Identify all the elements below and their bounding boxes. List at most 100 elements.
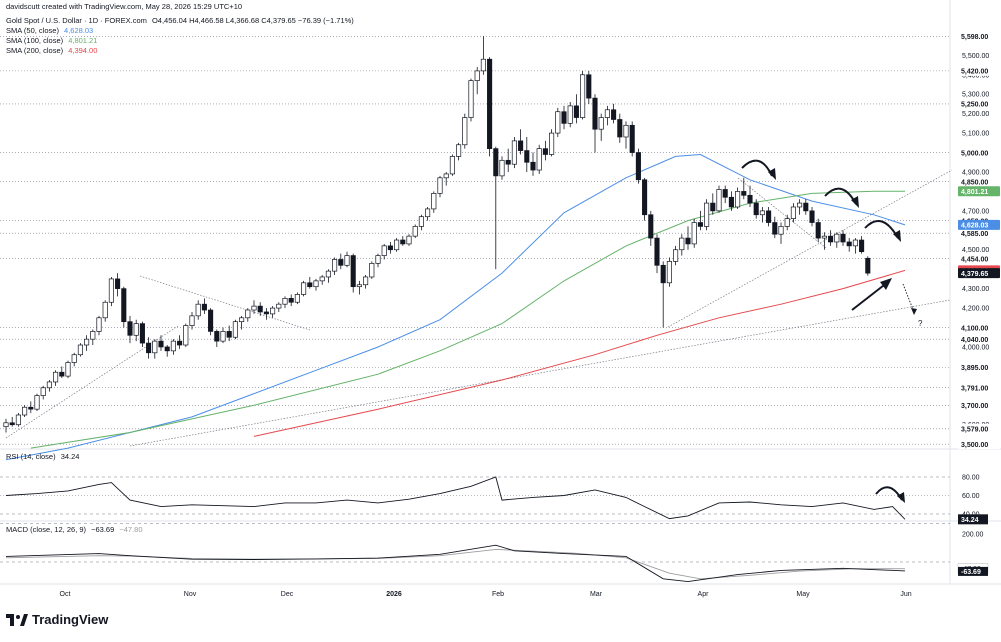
price-label: 4,801.21	[961, 189, 988, 196]
arrow-head	[911, 308, 917, 315]
price-label: 3,500.00	[961, 442, 988, 449]
candle	[90, 331, 96, 340]
candle	[611, 109, 617, 120]
up-arrow-annotation	[851, 281, 889, 311]
sma200-legend[interactable]: SMA (200, close) 4,394.00	[6, 46, 97, 56]
candle	[728, 196, 734, 208]
candle	[40, 387, 46, 396]
candle	[239, 317, 245, 323]
candle	[679, 237, 685, 251]
candle	[747, 194, 753, 204]
rsi-value-box	[958, 514, 988, 525]
macd-legend[interactable]: MACD (close, 12, 26, 9) −63.69 −47.80	[6, 525, 143, 535]
candle	[493, 148, 499, 177]
candle	[325, 270, 331, 278]
macd-value-box	[958, 566, 988, 576]
price-label-box	[958, 382, 1000, 393]
candle	[815, 222, 821, 239]
candle	[449, 156, 455, 175]
candle	[474, 70, 480, 81]
candle	[468, 80, 474, 118]
candle	[437, 177, 443, 194]
candle	[350, 255, 356, 288]
candle	[828, 235, 834, 243]
candle	[15, 414, 21, 426]
price-label-box	[958, 400, 1000, 411]
candle	[307, 282, 313, 288]
candle	[697, 222, 703, 227]
macd-axis-tick: 200.00	[962, 532, 984, 539]
candle	[518, 140, 524, 151]
candle	[431, 193, 437, 210]
candle	[158, 340, 164, 348]
macd-value-label: -63.69	[961, 569, 981, 576]
candle	[555, 111, 561, 134]
candle	[797, 202, 803, 208]
price-label-box	[958, 31, 1000, 42]
candle	[288, 298, 294, 303]
candle	[394, 239, 400, 251]
price-label: 4,585.00	[961, 231, 988, 238]
trendline	[5, 325, 179, 439]
sma200-value: 4,394.00	[68, 46, 98, 55]
rsi-legend[interactable]: RSI (14, close) 34.24	[6, 452, 79, 462]
price-label: 3,791.00	[961, 385, 988, 392]
candle	[654, 237, 660, 266]
candle	[623, 124, 629, 138]
dotted-projection-arrow	[902, 283, 915, 313]
time-axis-tick: Apr	[698, 591, 710, 598]
price-label-box	[958, 268, 1000, 279]
candle	[3, 422, 9, 428]
candle	[505, 159, 511, 165]
candle	[201, 303, 207, 311]
candle	[53, 371, 59, 383]
price-label-box	[958, 65, 1000, 76]
candle	[164, 346, 170, 352]
sma100-legend[interactable]: SMA (100, close) 4,801.21	[6, 36, 97, 46]
price-label: 4,379.65	[961, 271, 988, 278]
candle	[294, 294, 300, 303]
candle	[121, 288, 127, 323]
rsi-curved-arrow-annotation	[875, 486, 903, 501]
candle	[511, 140, 517, 165]
candle	[598, 117, 604, 130]
candle	[722, 189, 728, 198]
price-label: 3,700.00	[961, 403, 988, 410]
candle	[412, 226, 418, 237]
price-axis-tick: 5,100.00	[962, 131, 989, 138]
candle	[846, 241, 852, 247]
candle	[462, 117, 468, 146]
tradingview-logo[interactable]: TradingView	[6, 612, 108, 627]
candle	[778, 226, 784, 235]
sma50-legend[interactable]: SMA (50, close) 4,628.03	[6, 26, 93, 36]
rsi-line	[5, 476, 906, 520]
candle	[549, 132, 555, 155]
arrow-head	[897, 492, 905, 503]
price-label: 5,598.00	[961, 34, 988, 41]
price-axis-tick: 5,500.00	[962, 53, 989, 60]
candle	[418, 216, 424, 227]
candle	[59, 371, 65, 377]
candle	[220, 331, 226, 342]
candle	[530, 161, 536, 171]
candle	[580, 74, 586, 118]
price-label-box	[958, 334, 1000, 345]
candle	[226, 331, 232, 338]
candle	[356, 284, 362, 288]
time-axis-tick: Feb	[492, 591, 504, 598]
price-label: 4,040.00	[961, 337, 988, 344]
candle	[332, 259, 338, 272]
candle	[46, 381, 52, 389]
candle	[487, 58, 493, 150]
sma50-value: 4,628.03	[64, 26, 94, 35]
candle	[195, 303, 201, 317]
price-label: 4,850.00	[961, 180, 988, 187]
price-label: 5,420.00	[961, 69, 988, 76]
macd-line	[5, 544, 906, 583]
candle	[282, 298, 288, 305]
candle	[840, 233, 846, 243]
candle	[536, 148, 542, 171]
candle	[9, 422, 15, 426]
